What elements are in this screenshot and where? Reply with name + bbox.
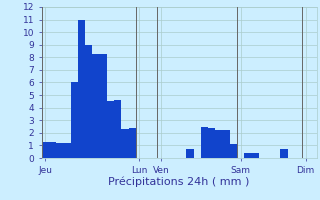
Bar: [215, 130, 222, 158]
Bar: [280, 149, 288, 158]
Bar: [244, 153, 252, 158]
Bar: [78, 20, 85, 158]
Bar: [230, 144, 237, 158]
Bar: [252, 153, 259, 158]
Bar: [107, 101, 114, 158]
Bar: [85, 45, 92, 158]
Bar: [121, 129, 129, 158]
Bar: [114, 100, 121, 158]
Bar: [201, 127, 208, 158]
Bar: [63, 143, 71, 158]
Bar: [71, 82, 78, 158]
Bar: [92, 54, 100, 158]
Bar: [100, 54, 107, 158]
Bar: [42, 142, 49, 158]
Bar: [56, 143, 63, 158]
Bar: [208, 128, 215, 158]
Bar: [222, 130, 230, 158]
X-axis label: Précipitations 24h ( mm ): Précipitations 24h ( mm ): [108, 176, 250, 187]
Bar: [129, 128, 136, 158]
Bar: [186, 149, 194, 158]
Bar: [49, 142, 56, 158]
